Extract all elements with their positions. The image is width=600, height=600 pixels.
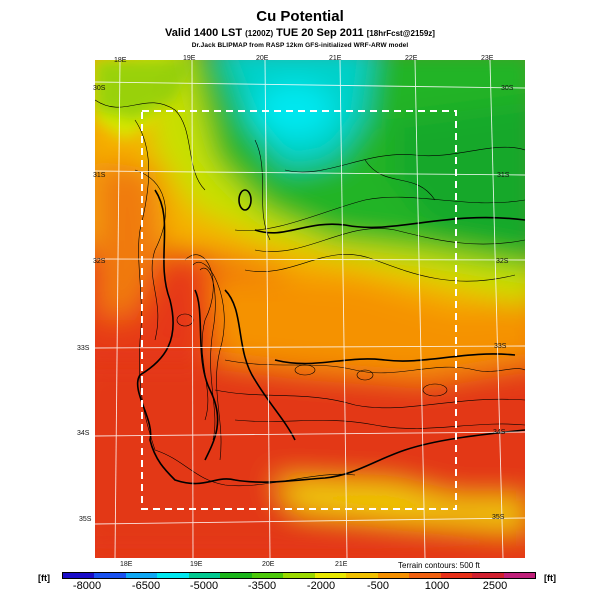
- colorbar-tick-label: -6500: [131, 580, 161, 592]
- colorbar-tick-label: -8000: [72, 580, 102, 592]
- map-title: Cu Potential: [256, 8, 344, 25]
- left-lat-label: 34S: [77, 430, 90, 437]
- colorbar-swatch: [503, 573, 536, 578]
- colorbar: [62, 572, 536, 579]
- bottom-lon-label: 18E: [120, 561, 133, 568]
- colorbar-tick-label: -3500: [247, 580, 277, 592]
- top-lon-label: 23E: [481, 55, 494, 62]
- colorbar-tick-label: -5000: [189, 580, 219, 592]
- left-lat-label: 32S: [93, 258, 106, 265]
- colorbar-tick-label: 1000: [424, 580, 450, 592]
- domain-boundary: [141, 110, 457, 510]
- right-lat-label: 30S: [501, 85, 514, 92]
- valid-time: Valid 1400 LST: [165, 27, 246, 39]
- colorbar-unit-right: [ft]: [544, 573, 556, 583]
- left-lat-label: 33S: [77, 345, 90, 352]
- top-lon-label: 18E: [114, 57, 127, 64]
- colorbar-tick-label: 2500: [482, 580, 508, 592]
- right-lat-label: 32S: [496, 258, 509, 265]
- cu-potential-map: [95, 60, 525, 558]
- bottom-lon-label: 21E: [335, 561, 348, 568]
- colorbar-swatch: [346, 573, 378, 578]
- colorbar-swatch: [283, 573, 315, 578]
- left-lat-label: 35S: [79, 516, 92, 523]
- colorbar-swatch: [125, 573, 158, 578]
- top-lon-label: 22E: [405, 55, 418, 62]
- utc-time: (1200Z): [245, 29, 274, 38]
- bottom-lon-label: 19E: [190, 561, 203, 568]
- colorbar-swatch: [251, 573, 284, 578]
- colorbar-swatch: [409, 573, 441, 578]
- left-lat-label: 31S: [93, 172, 106, 179]
- right-lat-label: 35S: [492, 514, 505, 521]
- right-lat-label: 31S: [497, 172, 510, 179]
- colorbar-swatch: [314, 573, 347, 578]
- colorbar-swatch: [440, 573, 473, 578]
- colorbar-unit-left: [ft]: [38, 573, 50, 583]
- colorbar-swatch: [63, 573, 95, 578]
- colorbar-swatch: [220, 573, 252, 578]
- valid-date: TUE 20 Sep 2011: [273, 27, 367, 39]
- model-credit: Dr.Jack BLIPMAP from RASP 12km GFS-initi…: [191, 42, 409, 49]
- map-subtitle: Valid 1400 LST (1200Z) TUE 20 Sep 2011 […: [0, 27, 600, 39]
- cu-potential-field: [95, 60, 525, 558]
- top-lon-label: 21E: [329, 55, 342, 62]
- colorbar-swatch: [472, 573, 504, 578]
- map-canvas: [95, 60, 525, 558]
- graticule: [95, 60, 525, 558]
- bottom-lon-label: 20E: [262, 561, 275, 568]
- colorbar-tick-label: -2000: [306, 580, 336, 592]
- coastline: [137, 189, 525, 485]
- right-lat-label: 34S: [493, 429, 506, 436]
- colorbar-swatch: [377, 573, 410, 578]
- right-lat-label: 33S: [494, 343, 507, 350]
- colorbar-swatch: [157, 573, 189, 578]
- colorbar-swatch: [188, 573, 221, 578]
- forecast-info: [18hrFcst@2159z]: [366, 29, 435, 38]
- left-lat-label: 30S: [93, 85, 106, 92]
- colorbar-swatch: [94, 573, 126, 578]
- colorbar-tick-label: -500: [366, 580, 390, 592]
- terrain-contour-note: Terrain contours: 500 ft: [398, 561, 480, 570]
- top-lon-label: 19E: [183, 55, 196, 62]
- top-lon-label: 20E: [256, 55, 269, 62]
